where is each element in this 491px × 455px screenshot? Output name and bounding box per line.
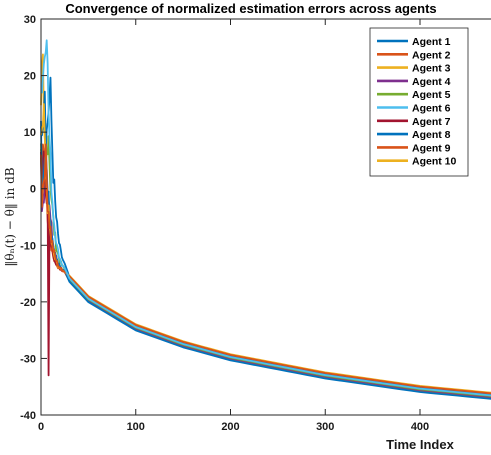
chart-title: Convergence of normalized estimation err… (65, 1, 436, 16)
y-tick-label: 10 (24, 127, 36, 139)
series-line-agent-9 (40, 143, 491, 395)
legend-label: Agent 4 (412, 76, 451, 88)
tick-layer: 0100200300400500600700800-40-30-20-10010… (20, 14, 429, 433)
x-tick-label: 200 (221, 421, 239, 433)
x-axis-label: Time Index (386, 437, 454, 452)
x-tick-label: 100 (127, 421, 145, 433)
legend-label: Agent 5 (412, 89, 451, 101)
y-tick-label: -10 (20, 240, 36, 252)
y-tick-label: 0 (30, 184, 36, 196)
x-tick-label: 400 (411, 421, 429, 433)
x-tick-label: 0 (38, 421, 44, 433)
legend-label: Agent 1 (412, 36, 451, 48)
legend-box (369, 27, 469, 177)
legend-label: Agent 10 (412, 156, 457, 168)
legend-label: Agent 2 (412, 49, 451, 61)
y-tick-label: -20 (20, 297, 36, 309)
legend-label: Agent 7 (412, 116, 451, 128)
series-layer (40, 39, 491, 400)
y-tick-label: -40 (20, 410, 36, 422)
legend-label: Agent 9 (412, 142, 451, 154)
y-axis-label: ‖θₙ(t) − θ‖ in dB (3, 167, 17, 266)
series-line-agent-6 (40, 39, 491, 397)
x-tick-label: 300 (316, 421, 334, 433)
y-tick-label: 20 (24, 71, 36, 83)
y-tick-label: 30 (24, 14, 36, 26)
legend-label: Agent 3 (412, 63, 451, 75)
legend-label: Agent 8 (412, 129, 451, 141)
y-tick-label: -30 (20, 353, 36, 365)
series-line-agent-1 (40, 90, 491, 400)
legend-label: Agent 6 (412, 103, 451, 115)
